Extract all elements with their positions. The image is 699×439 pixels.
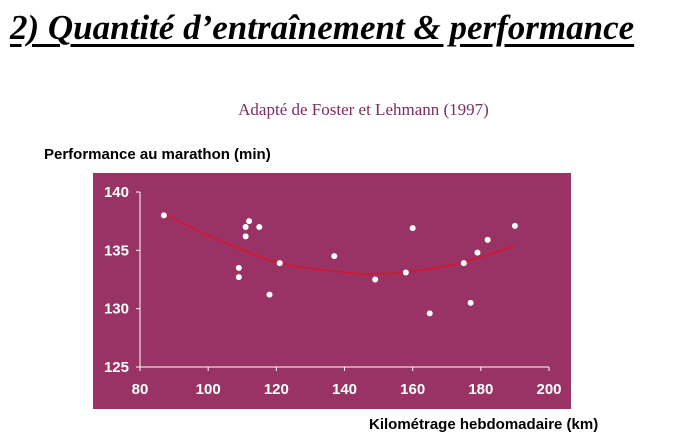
y-axis-label: Performance au marathon (min) <box>44 146 271 163</box>
data-point <box>474 249 481 256</box>
x-tick-label: 140 <box>332 381 357 398</box>
data-point <box>256 224 263 230</box>
y-tick-label: 140 <box>104 184 129 201</box>
y-tick-label: 135 <box>104 242 129 259</box>
x-tick-label: 80 <box>132 381 149 398</box>
data-points <box>160 212 518 317</box>
y-tick-label: 125 <box>104 359 129 376</box>
data-point <box>484 236 491 243</box>
axis-ticks: 80 100 120 140 160 180 200 125 130 135 140 <box>104 184 562 398</box>
data-point <box>402 269 409 276</box>
data-point <box>246 218 253 225</box>
data-point <box>276 260 283 267</box>
x-tick-label: 120 <box>264 381 289 398</box>
x-tick-label: 100 <box>196 381 221 398</box>
x-tick-label: 160 <box>400 381 425 398</box>
x-tick-label: 180 <box>468 381 493 398</box>
data-point <box>242 233 249 240</box>
data-point <box>235 274 242 281</box>
chart-background <box>93 173 571 409</box>
data-point <box>160 212 167 219</box>
data-point <box>266 291 273 298</box>
data-point <box>331 253 338 260</box>
data-point <box>426 310 433 317</box>
x-axis-label: Kilométrage hebdomadaire (km) <box>369 416 599 433</box>
data-point <box>511 222 518 229</box>
data-point <box>372 276 379 283</box>
data-point <box>235 264 242 271</box>
y-tick-label: 130 <box>104 301 129 318</box>
trendline <box>163 212 516 275</box>
source-citation: Adapté de Foster et Lehmann (1997) <box>238 100 489 119</box>
slide-title: 2) Quantité d’entraînement & performance <box>10 8 635 47</box>
data-point <box>242 224 249 230</box>
x-tick-label: 200 <box>536 381 561 398</box>
data-point <box>467 299 474 306</box>
data-point <box>460 260 467 267</box>
data-point <box>409 225 416 232</box>
